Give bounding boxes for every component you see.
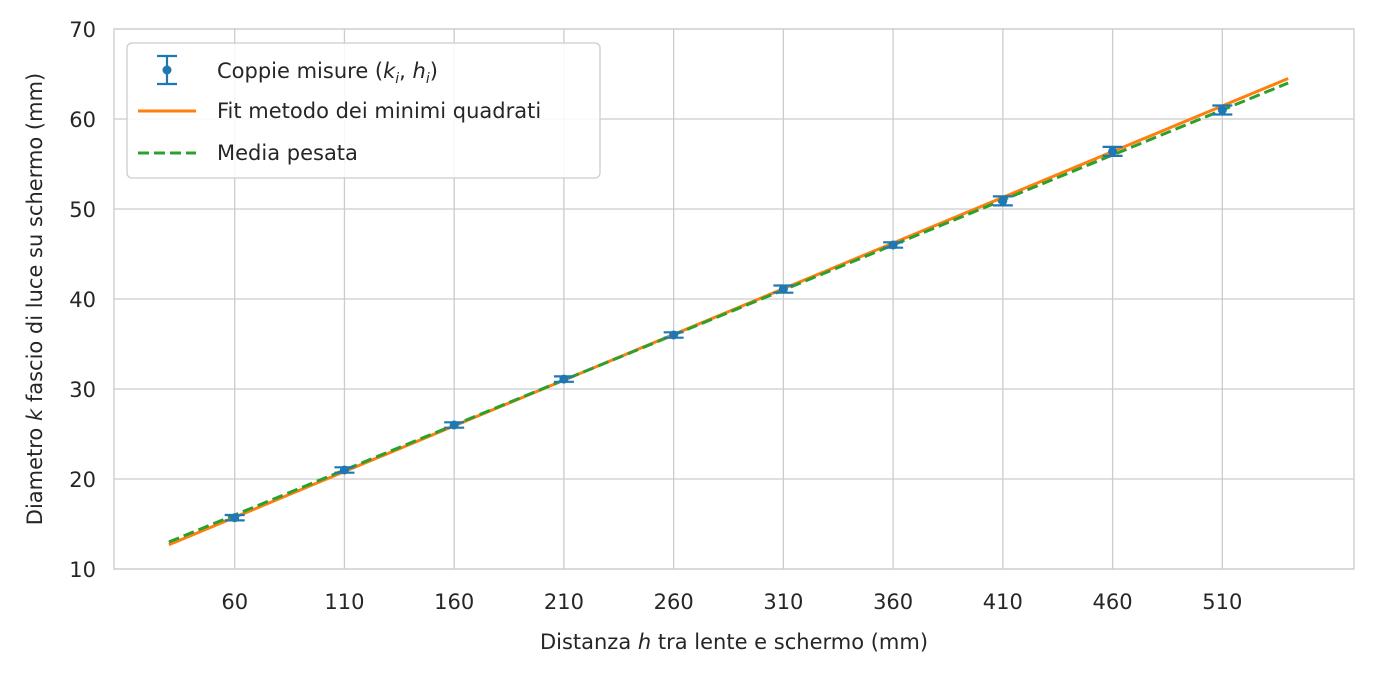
y-axis-label-var: k <box>23 408 47 421</box>
legend-swatch-errorbar <box>157 54 177 86</box>
x-axis-label: Distanza h tra lente e schermo (mm) <box>540 630 928 654</box>
data-point <box>773 284 794 294</box>
marker <box>230 513 240 523</box>
data-point <box>444 420 465 430</box>
y-tick-label: 10 <box>69 558 96 582</box>
x-tick-label: 110 <box>324 590 364 614</box>
data-point <box>1102 145 1123 157</box>
y-tick-label: 20 <box>69 468 96 492</box>
x-tick-label: 310 <box>763 590 803 614</box>
y-tick-label: 70 <box>69 18 96 42</box>
x-tick-label: 510 <box>1202 590 1242 614</box>
marker <box>339 465 349 475</box>
plot-area <box>113 28 1355 570</box>
data-point <box>334 465 355 475</box>
x-tick-label: 160 <box>434 590 474 614</box>
y-axis-label-post: fascio di luce su schermo (mm) <box>23 73 47 409</box>
y-axis-ticks: 10 20 30 40 50 60 70 <box>69 18 96 582</box>
x-tick-label: 460 <box>1093 590 1133 614</box>
marker <box>888 240 898 250</box>
x-axis-ticks: 60 110 160 210 260 310 360 410 460 510 <box>221 590 1242 614</box>
x-tick-label: 60 <box>221 590 248 614</box>
weighted-mean-line <box>168 81 1289 544</box>
x-tick-label: 410 <box>983 590 1023 614</box>
x-axis-label-var: h <box>638 630 651 654</box>
y-tick-label: 40 <box>69 288 96 312</box>
y-axis-label: Diametro k fascio di luce su schermo (mm… <box>23 73 47 525</box>
marker <box>998 196 1008 206</box>
legend-label-fit: Fit metodo dei minimi quadrati <box>217 99 541 123</box>
data-point <box>663 330 684 340</box>
y-tick-label: 60 <box>69 108 96 132</box>
marker <box>449 420 459 430</box>
y-tick-label: 30 <box>69 378 96 402</box>
x-tick-label: 260 <box>654 590 694 614</box>
x-axis-label-post: tra lente e schermo (mm) <box>651 630 928 654</box>
legend-label-weighted-mean: Media pesata <box>217 141 358 165</box>
marker <box>559 374 569 384</box>
legend-frame <box>126 42 601 179</box>
legend: Coppie misure (ki, hi) Fit metodo dei mi… <box>126 42 601 179</box>
y-tick-label: 50 <box>69 198 96 222</box>
marker <box>1108 146 1118 156</box>
x-axis-label-pre: Distanza <box>540 630 638 654</box>
marker <box>669 330 679 340</box>
marker <box>778 284 788 294</box>
y-axis-label-pre: Diametro <box>23 421 47 525</box>
data-point <box>553 374 574 384</box>
legend-label-measurements: Coppie misure (ki, hi) <box>217 59 438 87</box>
series-layer <box>168 77 1289 547</box>
data-point <box>224 513 245 523</box>
data-point <box>992 195 1013 207</box>
x-tick-label: 210 <box>544 590 584 614</box>
x-tick-label: 360 <box>873 590 913 614</box>
data-point <box>1212 104 1233 116</box>
marker <box>1217 105 1227 115</box>
data-point <box>883 240 904 250</box>
